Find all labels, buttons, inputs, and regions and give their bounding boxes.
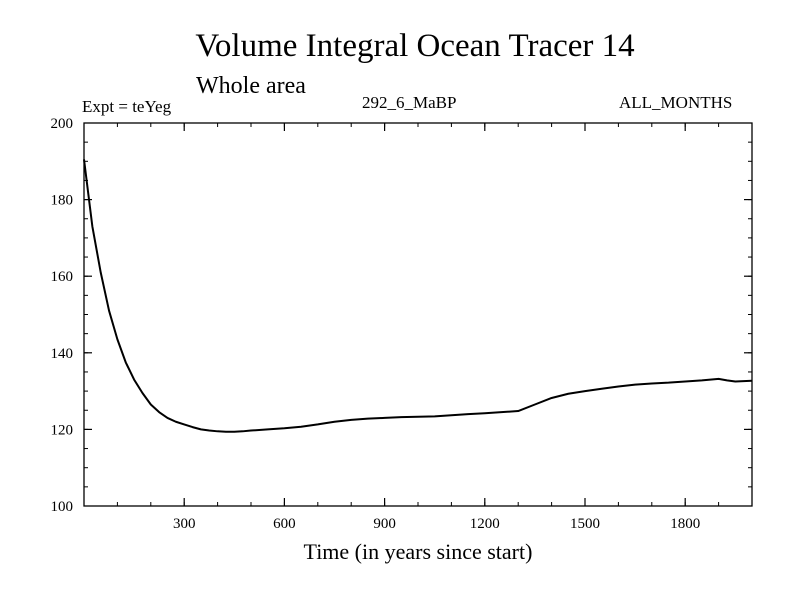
experiment-label: Expt = teYeg [82,97,172,116]
minor-ticks [84,123,752,506]
y-tick-label: 120 [51,422,74,438]
chart-title: Volume Integral Ocean Tracer 14 [195,28,635,64]
chart-subtitle: Whole area [196,73,306,99]
y-tick-label: 160 [51,269,74,285]
plot-frame [83,122,753,507]
major-ticks [84,123,752,506]
months-label: ALL_MONTHS [619,93,733,112]
tick-labels: 300 600 900 1200 1500 1800 100 120 140 160 180 200 [51,116,701,532]
x-tick-label: 900 [373,516,396,532]
x-tick-label: 1800 [670,516,700,532]
x-tick-label: 1500 [570,516,600,532]
y-tick-label: 140 [51,346,74,362]
y-tick-label: 100 [51,499,74,515]
series-line-tracer-14 [83,159,753,433]
run-label: 292_6_MaBP [362,93,457,112]
x-tick-label: 300 [173,516,196,532]
y-tick-label: 180 [51,193,74,209]
y-tick-label: 200 [51,116,74,132]
x-tick-label: 1200 [470,516,500,532]
x-axis-label: Time (in years since start) [303,539,533,564]
x-tick-label: 600 [273,516,296,532]
